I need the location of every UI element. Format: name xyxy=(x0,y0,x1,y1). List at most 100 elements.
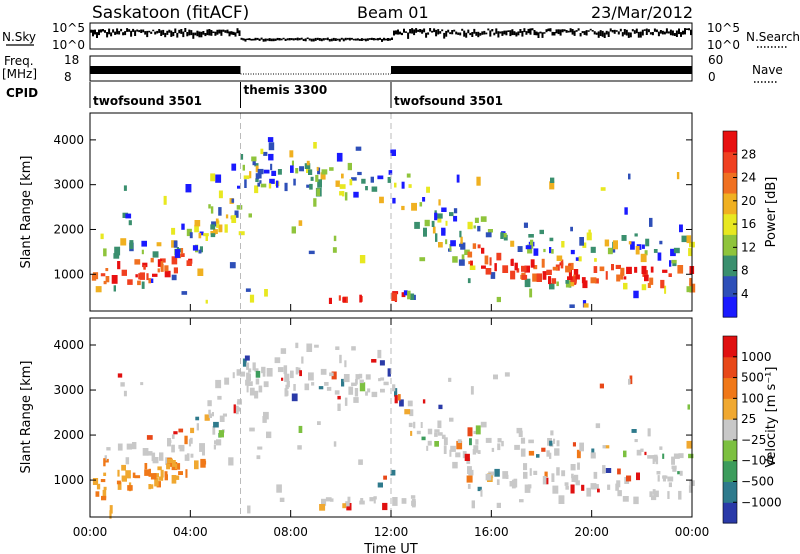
data-cell xyxy=(432,226,436,234)
data-cell xyxy=(605,468,612,473)
data-cell xyxy=(157,466,162,471)
data-cell xyxy=(623,282,628,290)
data-cell xyxy=(229,262,236,269)
data-cell xyxy=(653,249,658,253)
data-cell xyxy=(383,381,389,386)
nsky-sample xyxy=(427,32,430,35)
data-cell xyxy=(394,388,398,397)
data-cell xyxy=(192,245,198,251)
nsky-sample xyxy=(184,28,187,32)
data-cell xyxy=(453,208,458,214)
nsky-sample xyxy=(294,38,297,41)
nsky-sample xyxy=(344,37,347,41)
nsky-sample xyxy=(228,31,231,37)
data-cell xyxy=(519,499,524,503)
nsky-sample xyxy=(587,30,590,32)
data-cell xyxy=(194,460,199,470)
data-cell xyxy=(106,447,111,451)
data-cell xyxy=(163,195,167,205)
data-cell xyxy=(453,215,458,222)
data-cell xyxy=(438,242,443,248)
nsky-sample xyxy=(569,28,572,33)
data-cell xyxy=(457,439,462,443)
data-cell xyxy=(249,171,252,179)
nsky-sample xyxy=(401,32,403,36)
nsky-sample xyxy=(346,37,349,40)
data-cell xyxy=(552,485,559,494)
nsky-sample xyxy=(531,28,534,31)
data-cell xyxy=(210,233,216,238)
nsky-sample xyxy=(104,30,106,33)
data-cell xyxy=(146,435,153,440)
data-cell xyxy=(140,382,144,386)
data-cell xyxy=(620,267,625,276)
data-cell xyxy=(371,186,378,192)
nsky-sample xyxy=(675,30,678,37)
nsky-sample xyxy=(314,37,317,41)
data-cell xyxy=(467,278,471,284)
data-cell xyxy=(207,400,212,407)
nsky-sample xyxy=(451,30,454,35)
data-cell xyxy=(317,179,322,188)
data-cell xyxy=(245,288,251,292)
data-cell xyxy=(143,264,146,270)
data-cell xyxy=(185,184,192,193)
nsky-sample xyxy=(553,32,556,36)
data-cell xyxy=(216,439,222,446)
data-cell xyxy=(123,185,127,191)
data-cell xyxy=(473,225,476,229)
data-cell xyxy=(199,231,204,236)
data-cell xyxy=(686,286,692,293)
data-cell xyxy=(586,487,592,497)
data-cell xyxy=(310,176,314,181)
nsky-sample xyxy=(258,38,261,41)
data-cell xyxy=(337,395,341,400)
data-cell xyxy=(421,436,426,441)
data-cell xyxy=(263,151,268,156)
data-cell xyxy=(476,176,481,186)
nsky-sample xyxy=(372,38,375,41)
nsky-sample xyxy=(647,29,650,33)
data-cell xyxy=(371,359,377,363)
data-cell xyxy=(617,490,622,497)
nsky-sample xyxy=(465,32,468,38)
data-cell xyxy=(450,445,456,452)
nsky-sample xyxy=(300,37,303,40)
nsky-sample xyxy=(354,38,357,41)
data-cell xyxy=(485,232,492,238)
data-cell xyxy=(472,449,477,455)
data-cell xyxy=(196,423,199,431)
data-cell xyxy=(138,273,144,280)
data-cell xyxy=(224,224,228,233)
nsky-sample xyxy=(529,28,532,35)
data-cell xyxy=(467,427,473,437)
data-cell xyxy=(152,251,159,258)
data-cell xyxy=(612,248,616,253)
data-cell xyxy=(347,496,351,503)
data-cell xyxy=(128,220,132,226)
data-cell xyxy=(594,484,599,490)
nsky-sample xyxy=(286,38,289,41)
data-cell xyxy=(570,249,575,255)
data-cell xyxy=(342,503,347,509)
data-cell xyxy=(266,431,272,439)
nsky-sample xyxy=(613,29,616,34)
data-cell xyxy=(530,259,535,268)
data-cell xyxy=(616,274,621,282)
data-cell xyxy=(581,484,585,491)
data-cell xyxy=(316,188,320,196)
data-cell xyxy=(171,227,176,235)
data-cell xyxy=(198,249,202,254)
nsky-sample xyxy=(593,31,596,35)
data-cell xyxy=(190,427,195,434)
data-cell xyxy=(231,163,237,171)
nsky-sample xyxy=(621,32,624,37)
data-cell xyxy=(414,221,420,229)
data-cell xyxy=(641,265,647,274)
data-cell xyxy=(105,268,109,272)
nsky-sample xyxy=(383,37,385,41)
data-cell xyxy=(377,349,382,359)
x-axis-label: Time UT xyxy=(363,542,417,554)
data-cell xyxy=(237,185,240,189)
data-cell xyxy=(103,280,107,285)
